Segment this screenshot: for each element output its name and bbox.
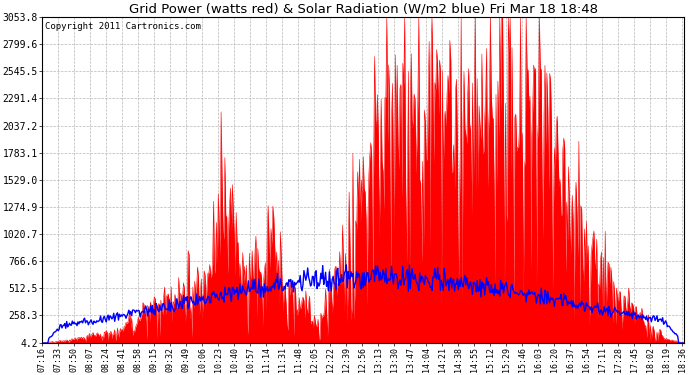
Title: Grid Power (watts red) & Solar Radiation (W/m2 blue) Fri Mar 18 18:48: Grid Power (watts red) & Solar Radiation… xyxy=(129,3,598,16)
Text: Copyright 2011 Cartronics.com: Copyright 2011 Cartronics.com xyxy=(46,22,201,31)
